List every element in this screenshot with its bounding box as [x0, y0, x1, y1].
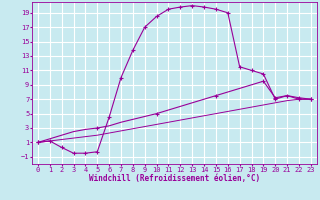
- X-axis label: Windchill (Refroidissement éolien,°C): Windchill (Refroidissement éolien,°C): [89, 174, 260, 183]
